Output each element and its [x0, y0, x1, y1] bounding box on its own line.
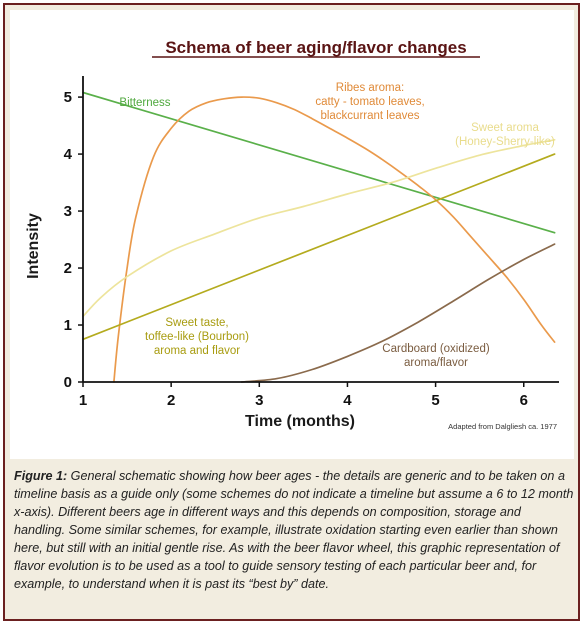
series-line-bitterness	[82, 91, 556, 234]
series-label-sweet-taste-line-2: toffee-like (Bourbon)	[145, 331, 249, 343]
series-line-sweet-aroma	[82, 138, 556, 318]
series-line-ribes-aroma	[113, 96, 556, 383]
y-tick-label-4: 4	[64, 146, 73, 163]
series-label-sweet-aroma-line-2: (Honey-Sherry-like)	[455, 136, 555, 148]
chart-title: Schema of beer aging/flavor changes	[165, 38, 466, 57]
plot-area	[82, 91, 556, 383]
x-tick-label-3: 3	[255, 392, 263, 409]
caption-label: Figure 1:	[14, 469, 68, 483]
y-tick-label-5: 5	[64, 89, 72, 106]
series-label-sweet-aroma-line-1: Sweet aroma	[471, 122, 539, 134]
y-tick-label-0: 0	[64, 374, 72, 391]
y-axis-title: Intensity	[25, 213, 42, 279]
series-label-sweet-taste-line-3: aroma and flavor	[154, 345, 240, 357]
x-tick-label-6: 6	[520, 392, 528, 409]
series-label-ribes-aroma-line-2: catty - tomato leaves,	[315, 96, 424, 108]
x-tick-label-1: 1	[79, 392, 87, 409]
x-tick-label-5: 5	[431, 392, 439, 409]
x-axis-title: Time (months)	[245, 413, 355, 430]
y-tick-label-2: 2	[64, 260, 72, 277]
series-line-sweet-taste	[82, 153, 556, 341]
series-label-sweet-taste-line-1: Sweet taste,	[165, 317, 228, 329]
series-label-ribes-aroma-line-1: Ribes aroma:	[336, 82, 404, 94]
chart-panel: Schema of beer aging/flavor changes 1 2 3 4…	[10, 10, 574, 459]
series-line-cardboard-oxidized	[240, 243, 556, 383]
series-labels: Bitterness Ribes aroma: catty - tomato lea…	[119, 82, 555, 369]
figure-frame: Schema of beer aging/flavor changes 1 2 3 4…	[3, 3, 580, 621]
x-tick-label-4: 4	[343, 392, 352, 409]
x-tick-label-2: 2	[167, 392, 175, 409]
figure-caption: Figure 1: General schematic showing how …	[14, 467, 574, 593]
source-note: Adapted from Dalgliesh ca. 1977	[448, 422, 557, 431]
series-label-ribes-aroma-line-3: blackcurrant leaves	[320, 110, 419, 122]
y-tick-label-1: 1	[64, 317, 72, 334]
series-label-cardboard-oxidized-line-1: Cardboard (oxidized)	[382, 343, 490, 355]
chart-svg: Schema of beer aging/flavor changes 1 2 3 4…	[25, 38, 559, 431]
series-label-cardboard-oxidized-line-2: aroma/flavor	[404, 357, 468, 369]
caption-text: General schematic showing how beer ages …	[14, 469, 574, 591]
series-label-bitterness-line-1: Bitterness	[119, 97, 170, 109]
y-tick-label-3: 3	[64, 203, 72, 220]
